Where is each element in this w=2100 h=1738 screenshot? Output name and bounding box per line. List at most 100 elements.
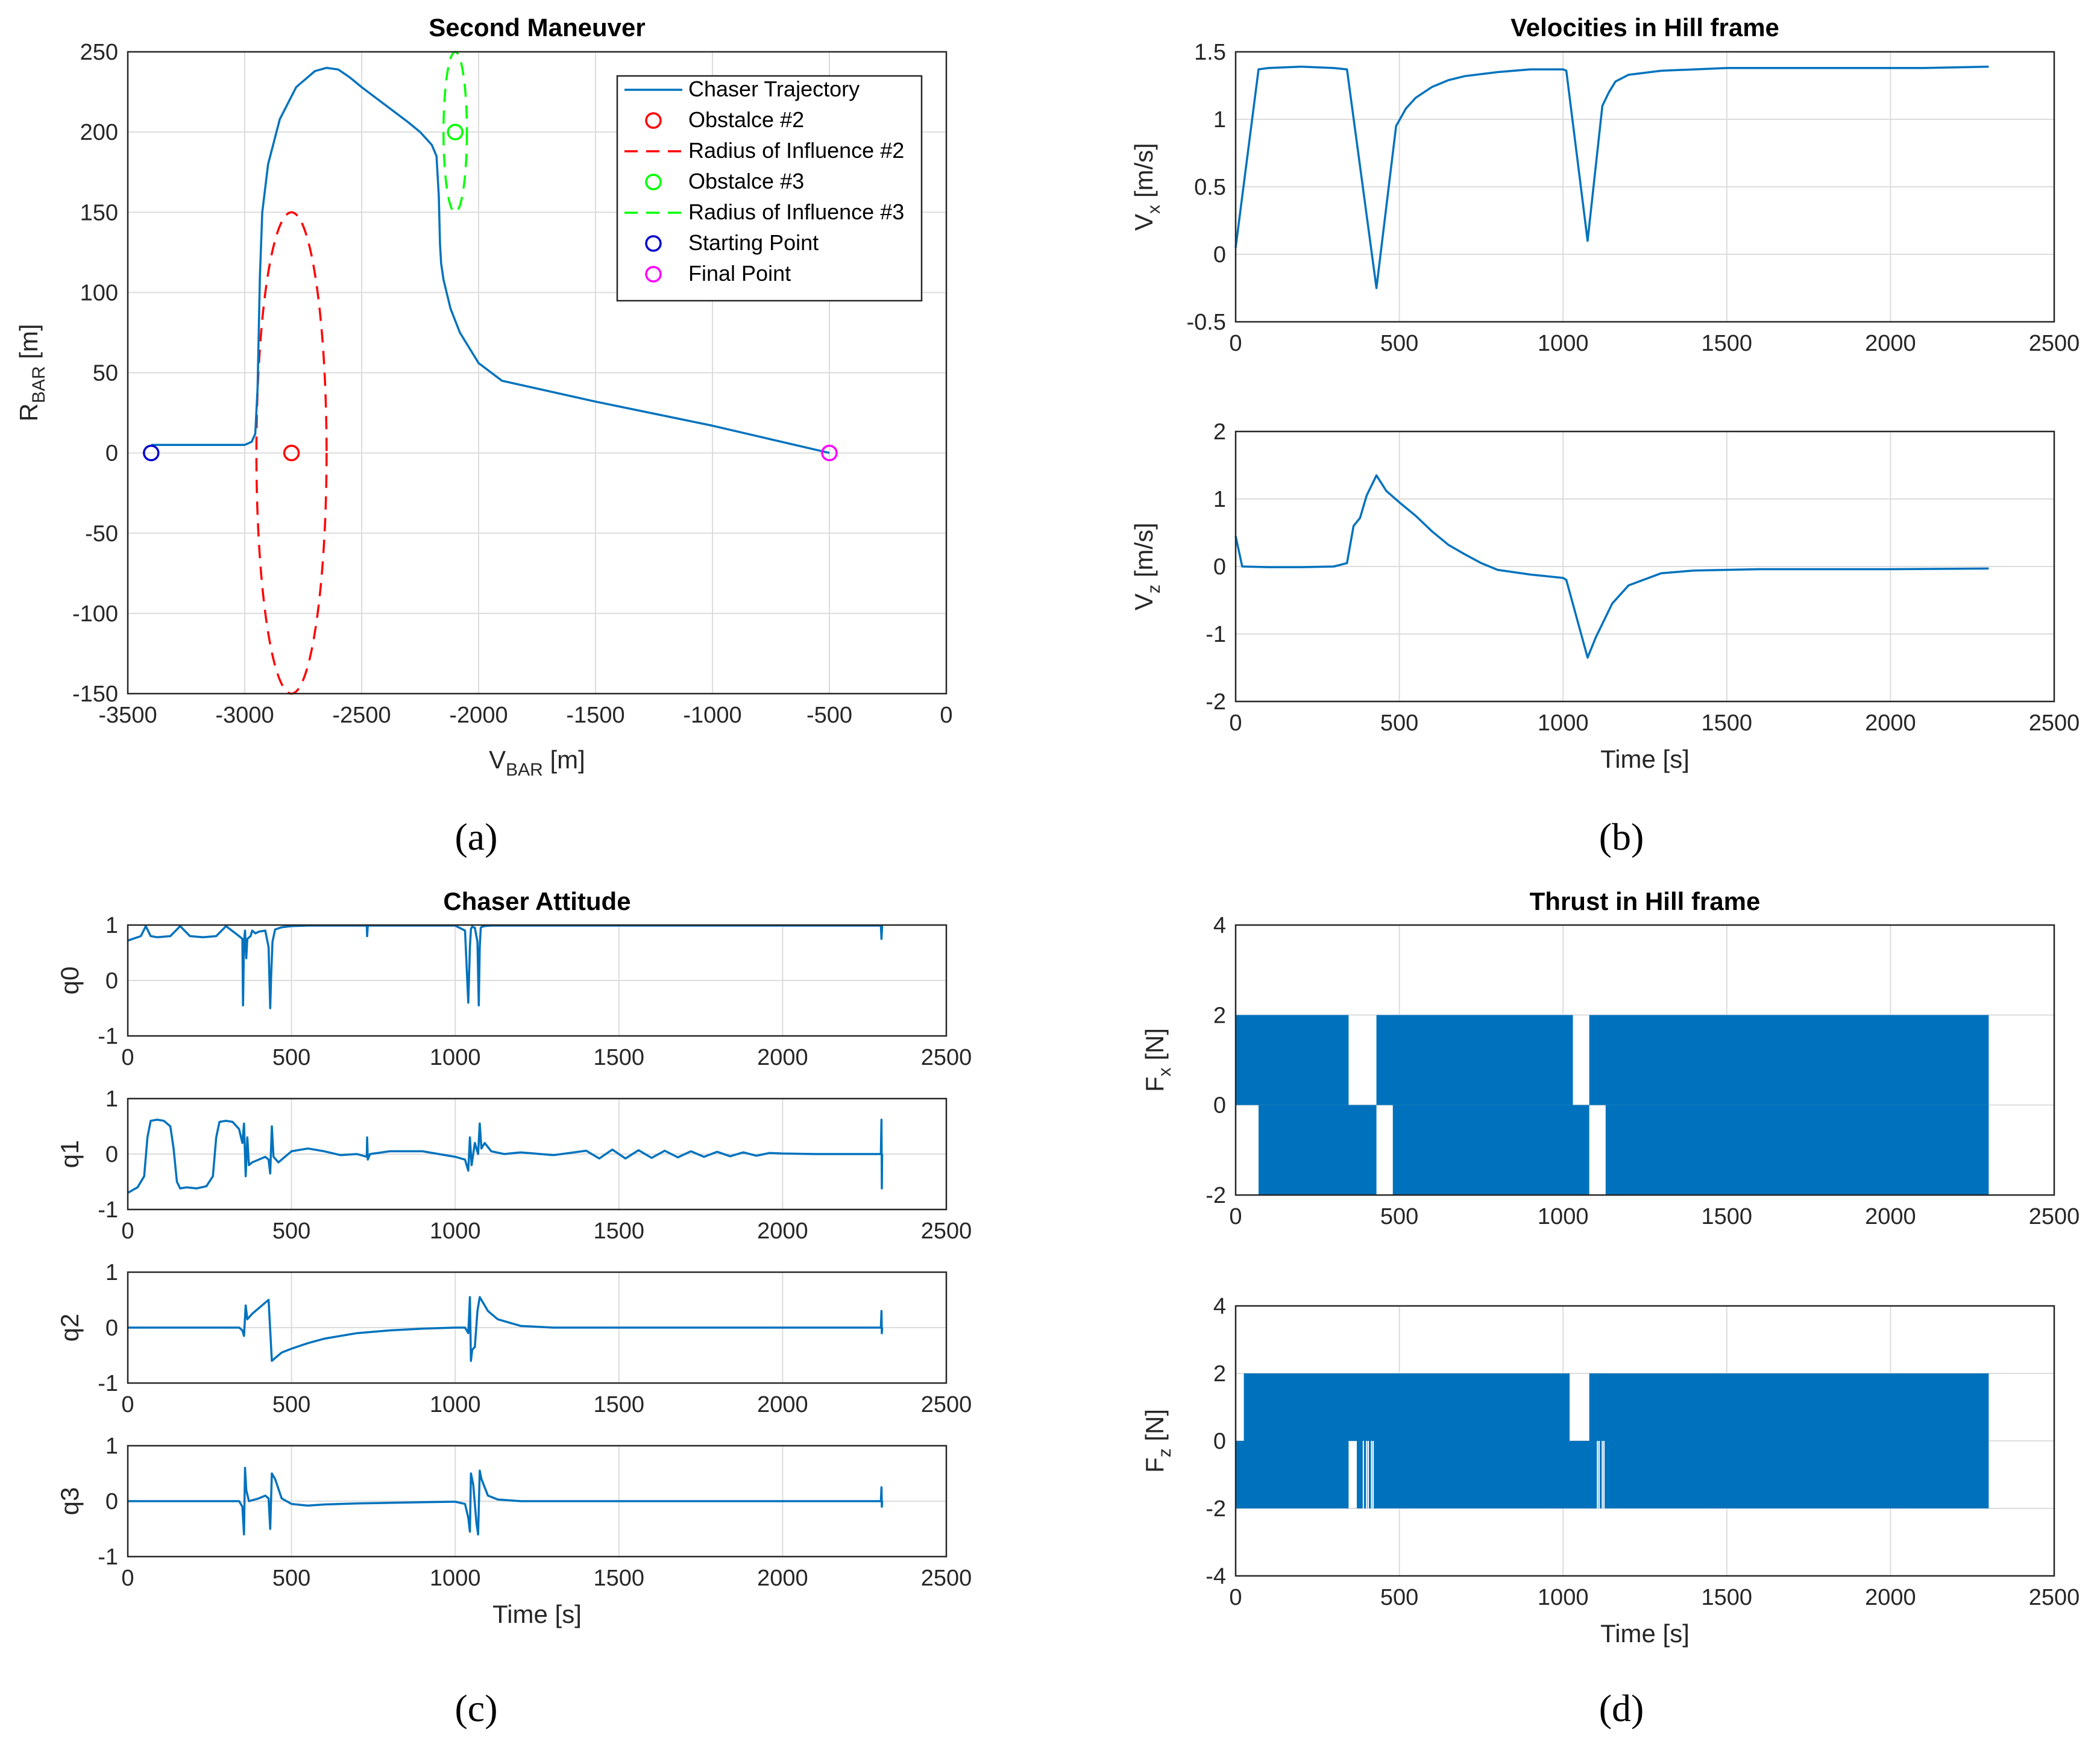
panel-b-vx-x-tick-label: 0 — [1229, 331, 1242, 356]
panel-c-q0-x-tick-label: 1000 — [430, 1045, 481, 1070]
panel-d-fz-x-tick-label: 500 — [1380, 1585, 1418, 1610]
panel-c-q2-x-tick-label: 500 — [272, 1392, 310, 1417]
panel-b-velocities: 0 500 1000 1500 2000 2500-0.500.511.5Vx [m/s]… — [1130, 13, 2080, 858]
panel-b-vx-axes-frame — [1234, 51, 2055, 323]
panel-d-x-axis-label: Time [s] — [1600, 1619, 1690, 1648]
panel-b-vx-x-tick-label: 500 — [1380, 331, 1418, 356]
panel-a-x-axis-label: VBAR [m] — [489, 745, 585, 780]
legend-entry-label: Final Point — [688, 261, 791, 286]
obstacle-3-marker — [447, 124, 464, 140]
panel-b-vx-x-tick-label: 1500 — [1702, 331, 1753, 356]
panel-c-q1-x-tick-label: 1000 — [430, 1219, 481, 1244]
panel-d-title: Thrust in Hill frame — [1530, 887, 1761, 915]
panel-b-vx-y-tick-label: 1 — [1213, 107, 1226, 133]
panel-c-q3-y-tick-label: -1 — [98, 1545, 118, 1570]
panel-d-fx-axes-frame — [1234, 924, 2055, 1196]
panel-a-y-axis-label-base: R — [14, 403, 43, 421]
panel-a-y-tick-label: 150 — [80, 200, 118, 225]
panel-b-vz-y-axis-label-unit: [m/s] — [1130, 522, 1158, 585]
panel-b-vz-y-axis-label-subscript: z — [1144, 585, 1164, 594]
panel-a-y-tick-label: -50 — [85, 521, 118, 547]
panel-d-fz-x-tick-label: 1500 — [1702, 1585, 1753, 1610]
panel-d-fz-y-tick-label: 4 — [1213, 1294, 1226, 1319]
panel-d-fx-thrust-band-negative — [1605, 1105, 1989, 1195]
panel-c-title: Chaser Attitude — [443, 887, 630, 915]
panel-d-fx-y-tick-label: 0 — [1213, 1093, 1226, 1118]
starting-point-marker — [143, 444, 160, 462]
panel-d-fz-thrust-band-negative — [1356, 1441, 1989, 1508]
legend-entry-label: Starting Point — [688, 230, 819, 255]
legend-swatch-marker — [645, 266, 662, 283]
panel-a-axes-frame — [127, 51, 948, 695]
panel-c-q0-y-tick-label: -1 — [98, 1024, 118, 1049]
panel-d-fz-thrust-band-positive — [1589, 1373, 1989, 1441]
panel-c-q0-series-line — [127, 924, 884, 1009]
panel-c-q1-y-tick-label: 1 — [105, 1087, 118, 1112]
panel-c-q0-x-tick-label: 2000 — [757, 1045, 808, 1070]
panel-c-label: (c) — [454, 1687, 497, 1730]
panel-c-q2-x-tick-label: 0 — [121, 1392, 134, 1417]
panel-c-q2-y-tick-label: 1 — [105, 1260, 118, 1285]
panel-d-fx-x-tick-label: 2500 — [2029, 1204, 2080, 1229]
panel-b-vx-y-tick-label: -0.5 — [1187, 310, 1226, 335]
panel-a-y-tick-label: -150 — [72, 682, 118, 707]
panel-b-vx-y-axis-label-unit: [m/s] — [1130, 143, 1158, 205]
panel-c-q0-x-tick-label: 500 — [272, 1045, 310, 1070]
panel-c-q1-x-tick-label: 500 — [272, 1219, 310, 1244]
panel-b-vz-x-tick-label: 500 — [1380, 711, 1418, 736]
panel-d-fx-thrust-band-positive — [1236, 1015, 1349, 1105]
panel-d-fx-y-tick-label: 2 — [1213, 1003, 1226, 1028]
panel-c-q2-y-axis-label: q2 — [55, 1314, 84, 1342]
panel-b-vx-y-axis-label: Vx [m/s] — [1130, 143, 1164, 231]
panel-c-q2-x-tick-label: 1500 — [594, 1392, 645, 1417]
panel-b-vx-y-axis-label-subscript: x — [1144, 205, 1164, 214]
panel-a-x-tick-label: 0 — [940, 703, 952, 728]
panel-c-q1-x-tick-label: 2500 — [921, 1219, 972, 1244]
panel-d-fz-y-axis-label-subscript: z — [1155, 1448, 1175, 1457]
panel-c-q2-y-tick-label: -1 — [98, 1371, 118, 1396]
panel-c-q2-x-tick-label: 2000 — [757, 1392, 808, 1417]
panel-b-vx-x-tick-label: 2500 — [2029, 331, 2080, 356]
legend-entry-label: Obstalce #2 — [688, 107, 804, 132]
panel-d-fx-y-axis-label-unit: [N] — [1140, 1028, 1169, 1067]
panel-d-fz-y-tick-label: -2 — [1206, 1496, 1226, 1522]
panel-c-q1-x-tick-label: 1500 — [594, 1219, 645, 1244]
panel-c-x-axis-label: Time [s] — [492, 1600, 582, 1628]
legend-swatch-marker — [645, 174, 662, 190]
panel-c-q3-x-tick-label: 0 — [121, 1566, 134, 1591]
panel-c-q1-axes-frame — [127, 1097, 948, 1211]
panel-a-label: (a) — [454, 815, 497, 858]
panel-c-q3-x-tick-label: 1500 — [594, 1566, 645, 1591]
panel-c-q3-x-tick-label: 500 — [272, 1566, 310, 1591]
panel-b-vz-axes-frame — [1234, 430, 2055, 703]
panel-d-fx-x-tick-label: 2000 — [1865, 1204, 1916, 1229]
panel-a-y-axis-label-unit: [m] — [14, 324, 43, 366]
panel-c-q3-axes-frame — [127, 1445, 948, 1558]
panel-b-vz-y-axis-label-base: V — [1130, 594, 1158, 610]
panel-b-vz-x-tick-label: 0 — [1229, 711, 1242, 736]
legend: Chaser Trajectory Obstalce #2 Radius of In… — [616, 75, 923, 302]
panel-d-fz-x-tick-label: 2000 — [1865, 1585, 1916, 1610]
panel-c-q3-y-tick-label: 1 — [105, 1434, 118, 1459]
final-point-marker — [821, 444, 838, 462]
panel-c-q1-y-axis-label: q1 — [55, 1140, 84, 1169]
panel-b-vz-y-tick-label: -2 — [1206, 689, 1226, 715]
panel-b-vz-x-tick-label: 2000 — [1865, 711, 1916, 736]
panel-c-q3-y-tick-label: 0 — [105, 1489, 118, 1514]
panel-c-q0-x-tick-label: 1500 — [594, 1045, 645, 1070]
panel-d-fx-x-tick-label: 500 — [1380, 1204, 1418, 1229]
panel-c-q2-x-tick-label: 1000 — [430, 1392, 481, 1417]
panel-b-vz-x-tick-label: 1000 — [1538, 711, 1589, 736]
panel-d-fz-y-axis-label: Fz [N] — [1140, 1409, 1175, 1473]
panel-d-fz-y-tick-label: -4 — [1206, 1564, 1226, 1589]
chaser-trajectory-line — [151, 66, 830, 454]
panel-c-q0-axes-frame — [127, 924, 948, 1037]
legend-entry-label: Chaser Trajectory — [688, 77, 860, 101]
panel-d-fz-y-tick-label: 2 — [1213, 1361, 1226, 1387]
panel-a-x-tick-label: -2500 — [332, 703, 391, 728]
panel-a-x-tick-label: -3500 — [98, 703, 157, 728]
panel-b-vx-y-tick-label: 0 — [1213, 242, 1226, 268]
panel-c-q2-axes-frame — [127, 1271, 948, 1384]
panel-d-fx-y-tick-label: -2 — [1206, 1183, 1226, 1208]
